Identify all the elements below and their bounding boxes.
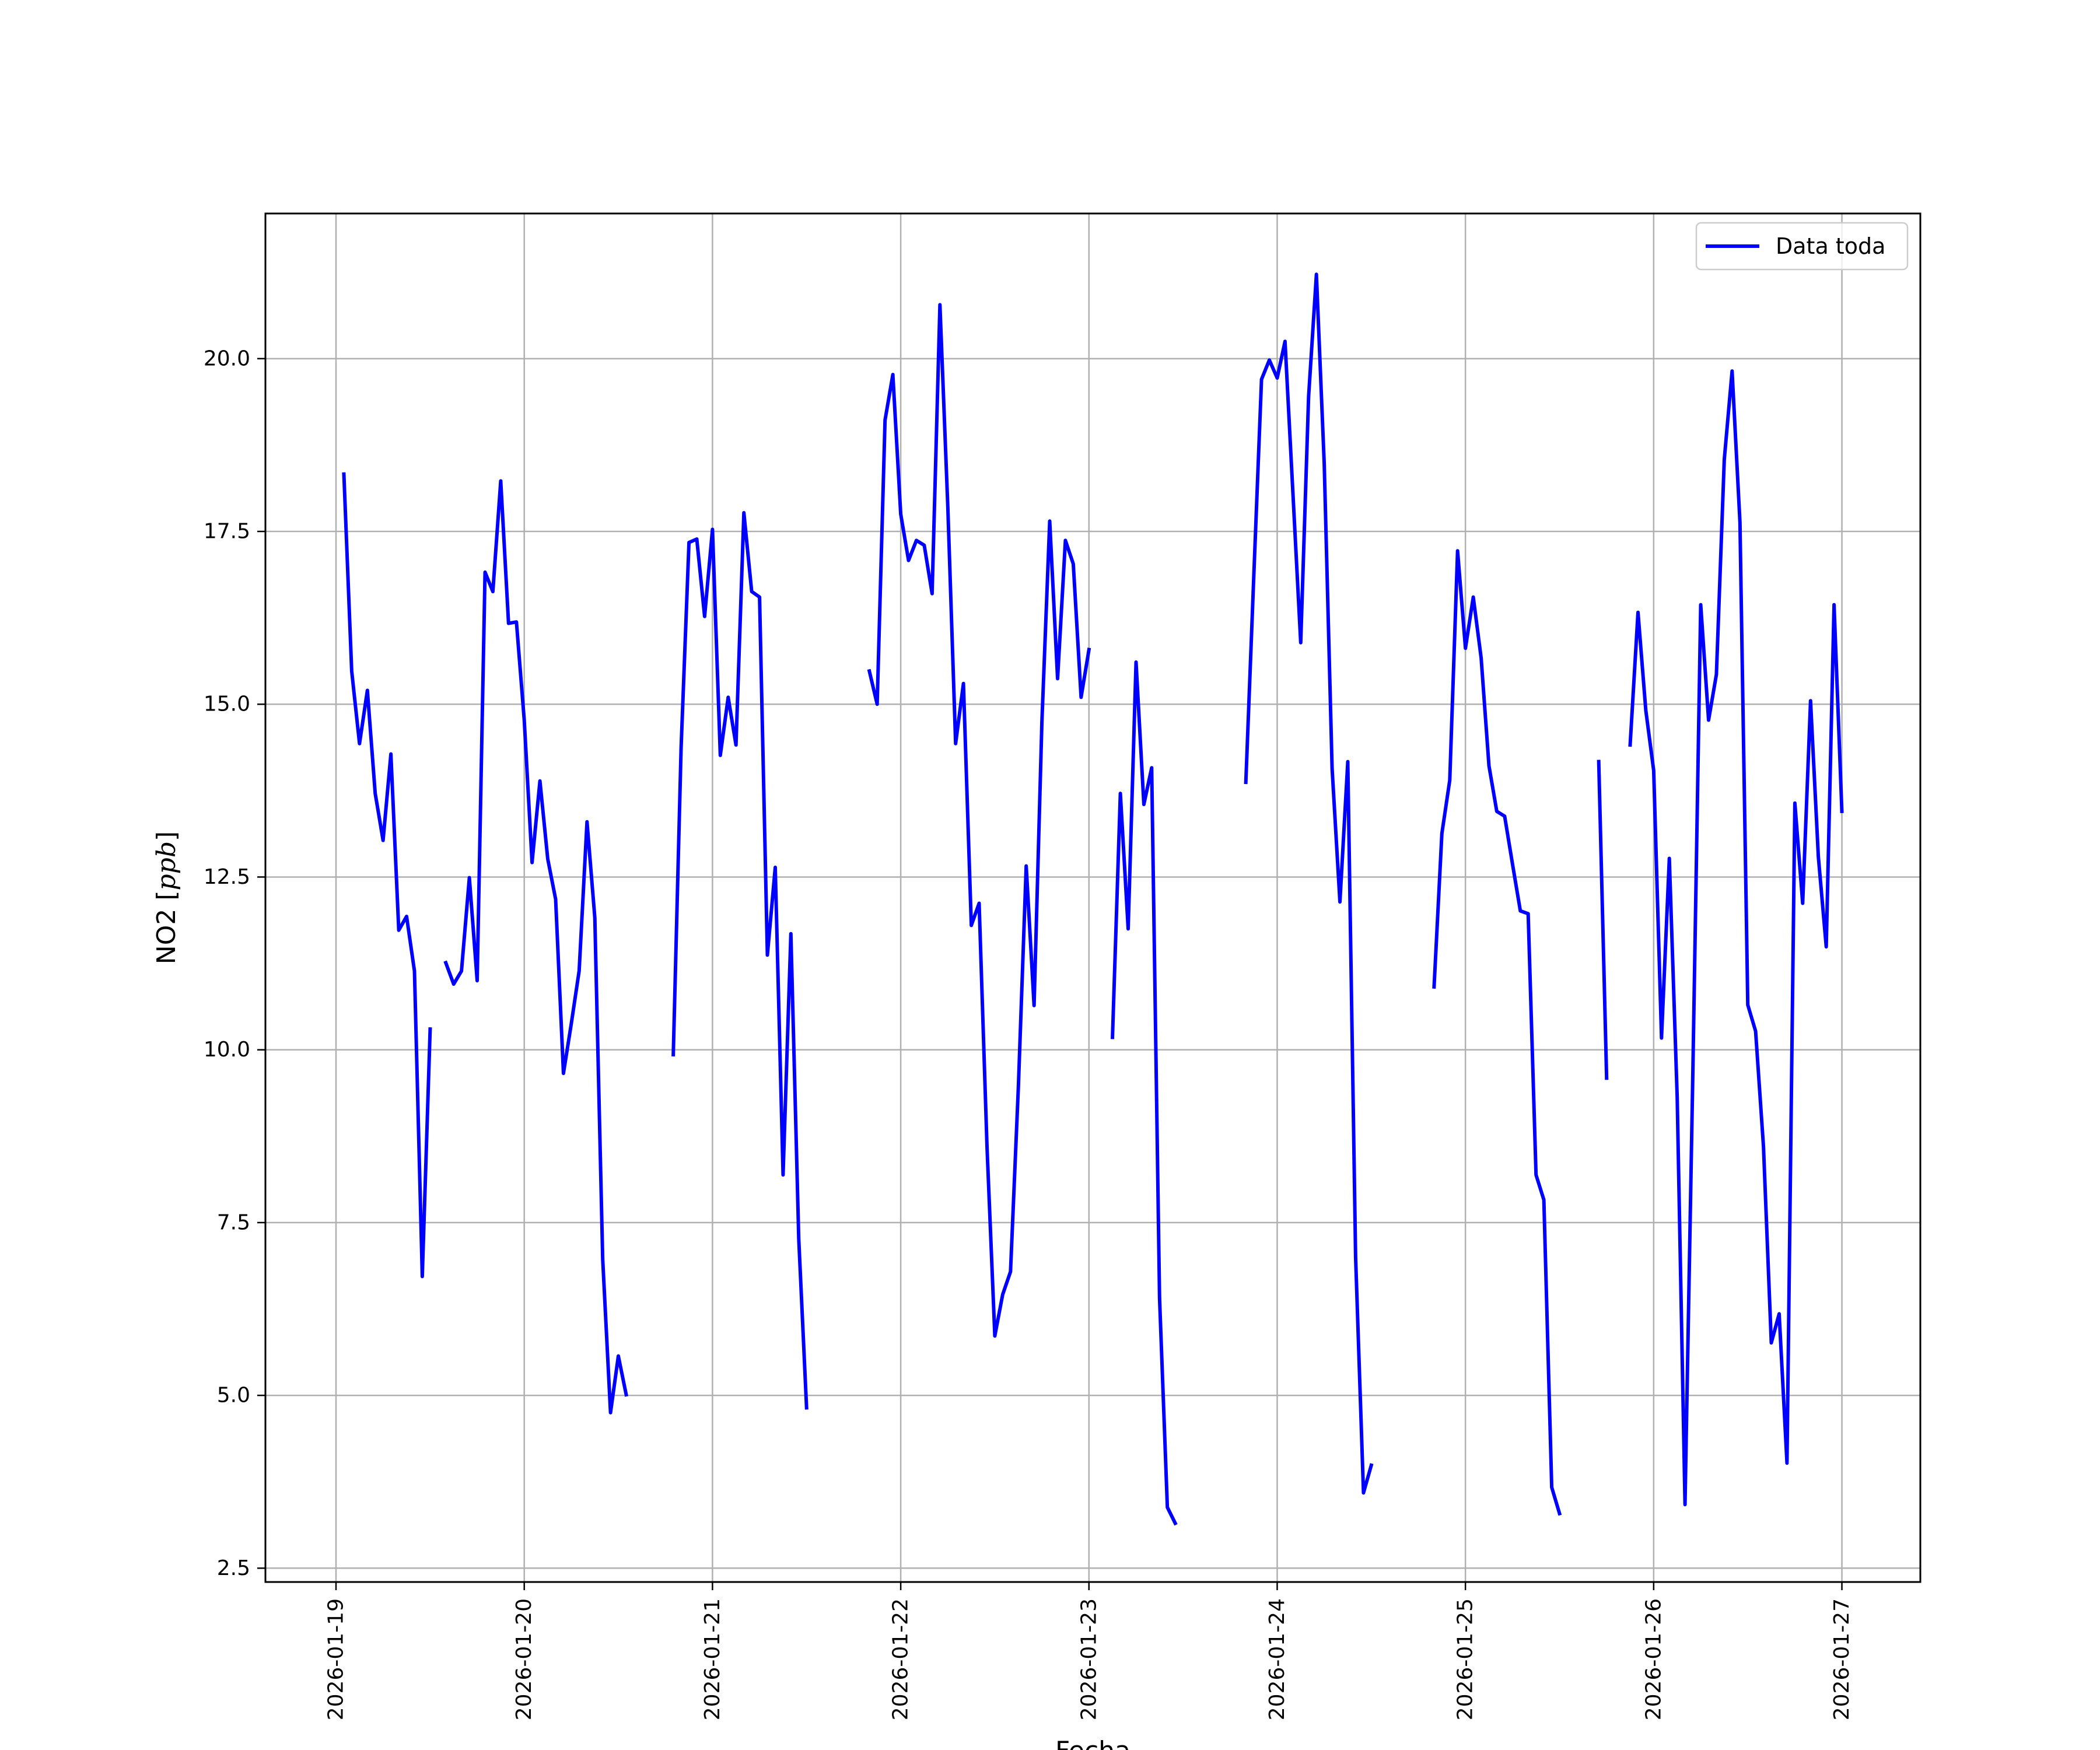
x-tick-label: 2026-01-24 (1265, 1598, 1289, 1720)
x-tick-label: 2026-01-22 (889, 1598, 913, 1720)
series-line-segment (342, 472, 432, 1279)
series-line-segment (1244, 272, 1374, 1495)
x-tick-label: 2026-01-25 (1454, 1598, 1478, 1720)
y-axis-label: NO2 [ppb] (152, 831, 181, 964)
y-tick-label: 5.0 (217, 1384, 250, 1408)
series-line-segment (1432, 549, 1562, 1516)
x-tick-labels: 2026-01-19 2026-01-20 2026-01-21 2026-01-22… (324, 1598, 1854, 1720)
y-tick-labels: 2.5 5.0 7.5 10.0 12.5 15.0 17.5 20.0 (204, 346, 250, 1580)
legend: Data toda (1695, 222, 1909, 271)
series-line-segment (671, 511, 808, 1410)
y-tick-label: 15.0 (204, 692, 250, 716)
x-tick-label: 2026-01-19 (324, 1598, 348, 1720)
series-line-segment (443, 479, 629, 1415)
x-tick-label: 2026-01-26 (1642, 1598, 1665, 1720)
y-tick-label: 17.5 (204, 520, 250, 544)
series-line-segment (1628, 369, 1844, 1507)
series-layer (342, 272, 1844, 1526)
series-line-segment (1111, 660, 1178, 1526)
x-tick-label: 2026-01-27 (1830, 1598, 1854, 1720)
legend-box (1695, 222, 1909, 271)
plot-frame (264, 212, 1922, 1583)
y-axis-label-main: NO2 [ (152, 890, 181, 964)
legend-label-data-toda: Data toda (1776, 233, 1885, 259)
y-tick-label: 12.5 (204, 865, 250, 889)
y-axis-label-close: ] (152, 831, 181, 841)
y-tick-label: 7.5 (217, 1210, 250, 1234)
y-tick-label: 20.0 (204, 346, 250, 370)
x-tick-label: 2026-01-20 (512, 1598, 536, 1720)
x-tick-label: 2026-01-23 (1077, 1598, 1101, 1720)
grid-layer (265, 214, 1920, 1582)
y-tick-label: 10.0 (204, 1038, 250, 1062)
series-line-segment (1597, 760, 1609, 1080)
y-axis-label-unit: ppb (152, 841, 181, 891)
x-axis-label: Fecha (1055, 1736, 1130, 1750)
series-line-segment (867, 303, 1091, 1338)
x-tick-label: 2026-01-21 (701, 1598, 724, 1720)
tick-layer (257, 358, 1843, 1590)
y-tick-label: 2.5 (217, 1556, 250, 1580)
